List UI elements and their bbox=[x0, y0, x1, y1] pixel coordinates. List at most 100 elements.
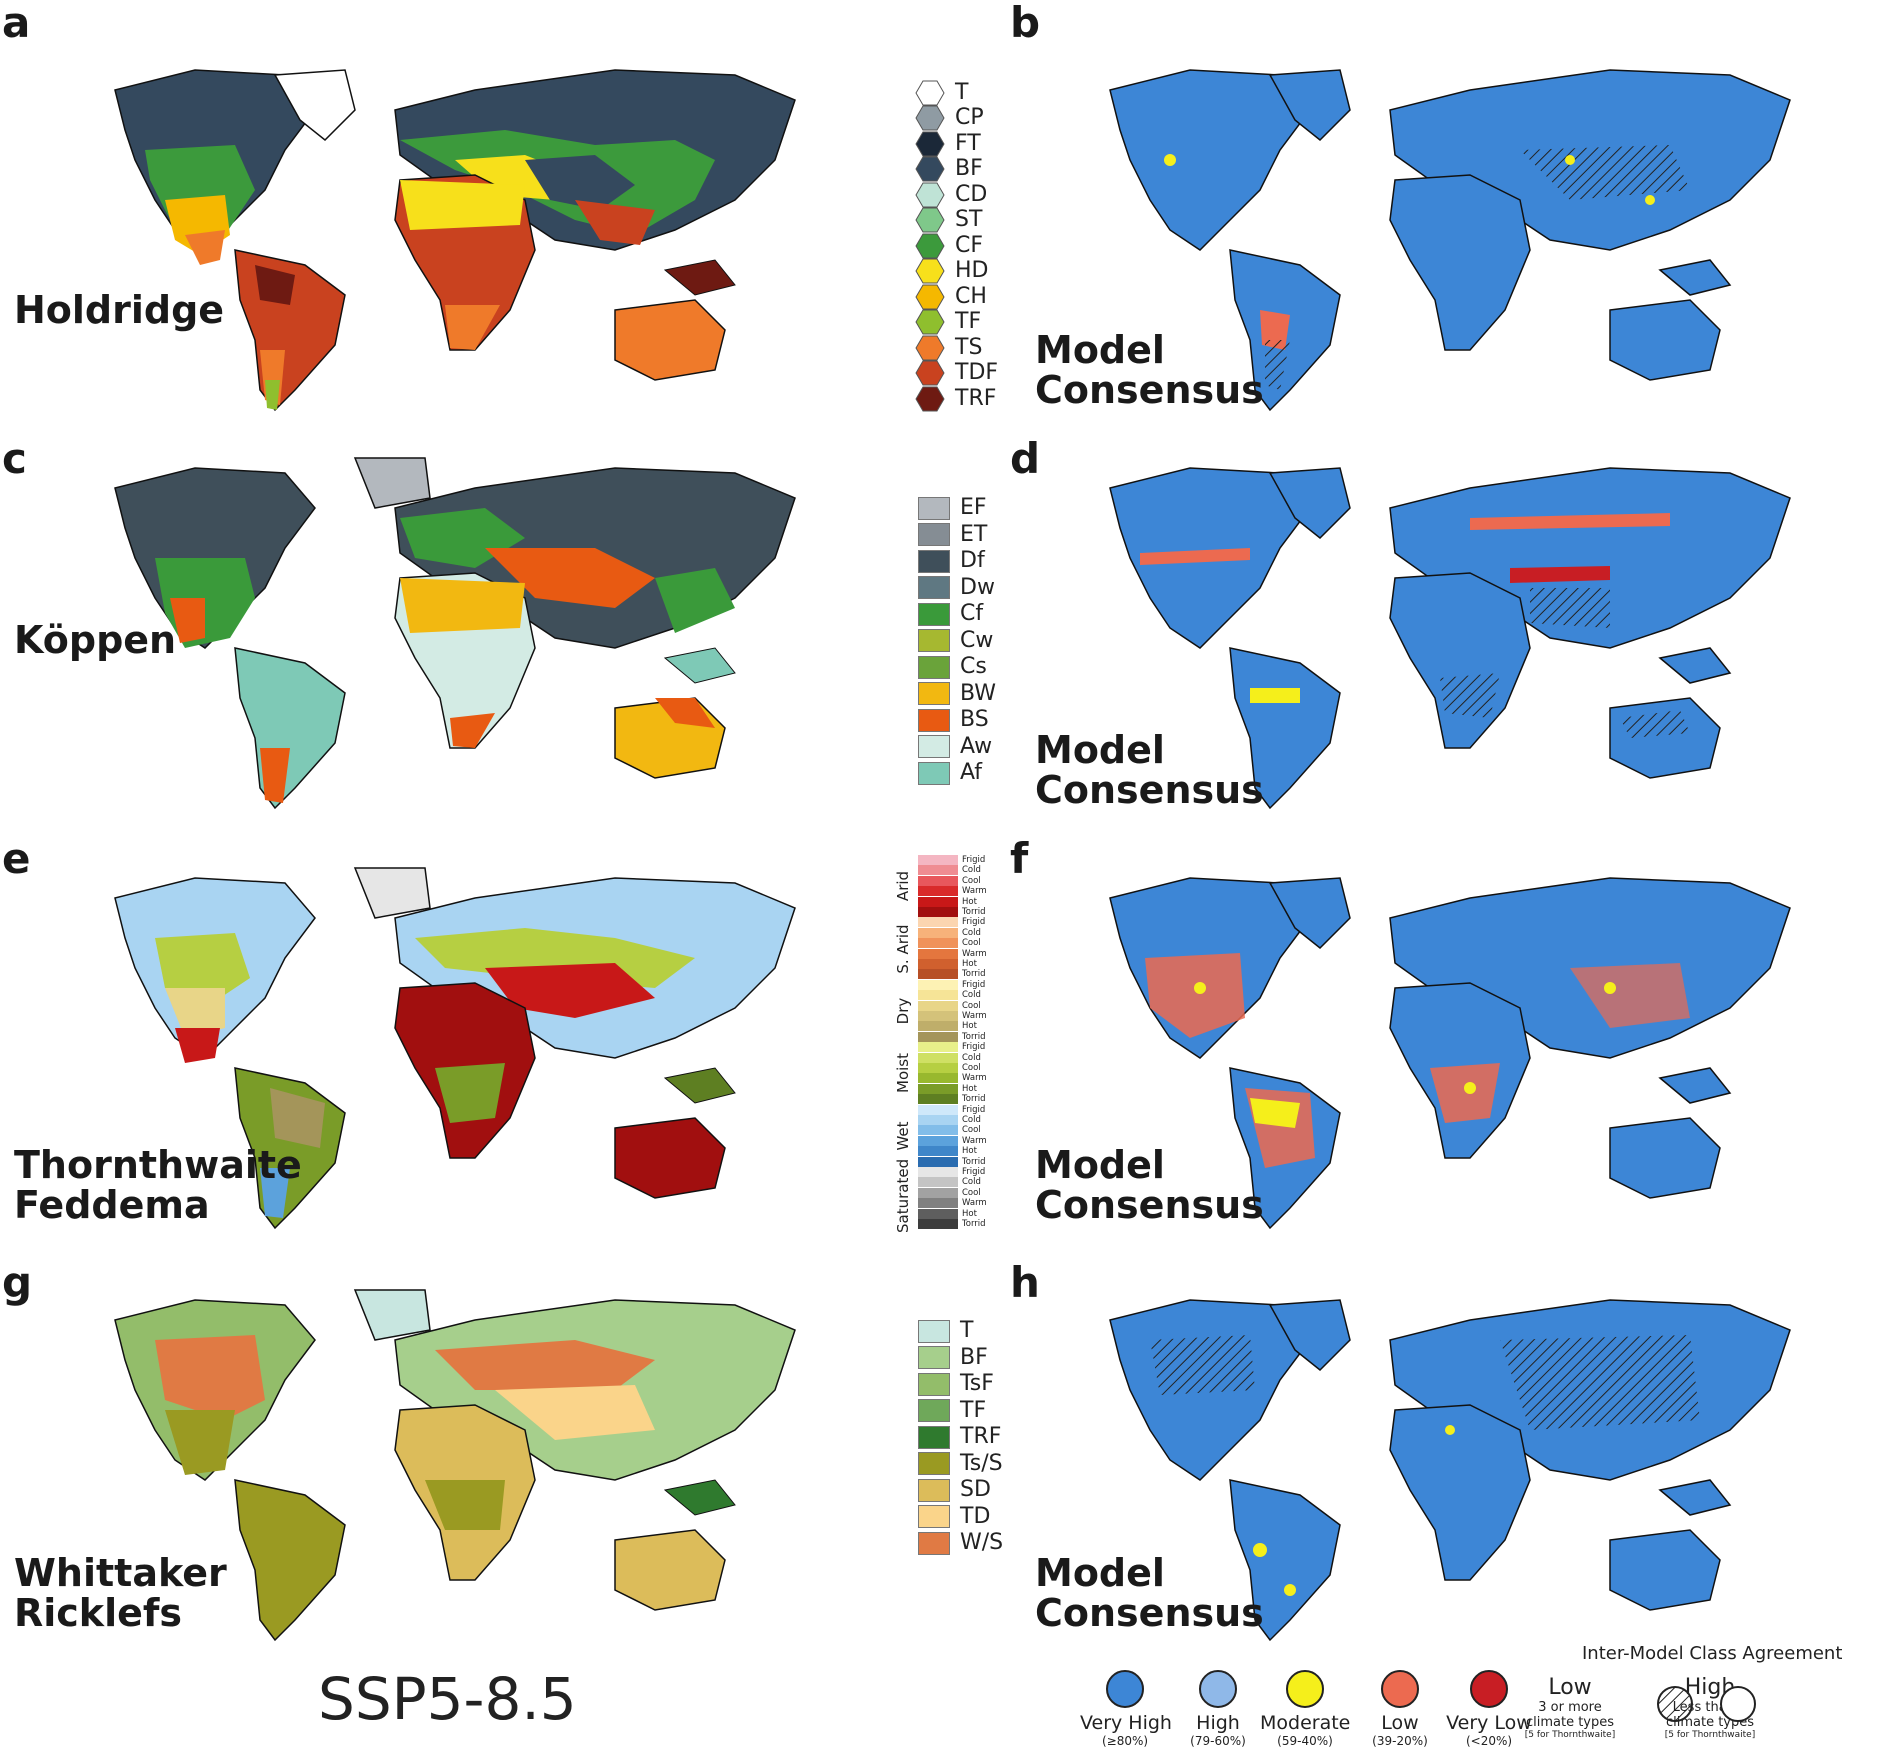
hexagon-swatch bbox=[915, 105, 945, 131]
legend-label: T bbox=[955, 79, 969, 105]
legend-label: ET bbox=[960, 521, 988, 547]
tf-subclass-label: Torrid bbox=[962, 1219, 986, 1229]
legend-swatch bbox=[918, 523, 950, 547]
map-koppen bbox=[114, 457, 796, 810]
panel-letter-h: h bbox=[1010, 1258, 1040, 1307]
legend-item-cs: Cs bbox=[918, 654, 996, 681]
legend-label: BS bbox=[960, 707, 989, 733]
tf-subclass-label: Cold bbox=[962, 927, 981, 938]
legend-label: Df bbox=[960, 548, 985, 574]
tf-swatch bbox=[918, 1115, 958, 1125]
hexagon-swatch bbox=[915, 182, 945, 208]
consensus-dot bbox=[1470, 1670, 1508, 1708]
legend-swatch bbox=[918, 1346, 950, 1370]
panel-title-f: Model Consensus bbox=[1035, 1143, 1264, 1227]
tf-swatch bbox=[918, 1031, 958, 1042]
map-consensus-d bbox=[1109, 467, 1791, 810]
tf-swatch bbox=[918, 1083, 958, 1094]
hexagon-swatch bbox=[915, 360, 945, 386]
legend-label: EF bbox=[960, 495, 987, 521]
consensus-range: (79-60%) bbox=[1190, 1734, 1246, 1748]
legend-label: CD bbox=[955, 181, 988, 207]
panel-letter-d: d bbox=[1010, 434, 1041, 483]
tf-swatch bbox=[918, 1021, 958, 1032]
tf-swatch bbox=[918, 865, 958, 876]
legend-swatch bbox=[918, 1452, 950, 1476]
tf-subclass-label: Cold bbox=[962, 1115, 981, 1125]
consensus-label: High bbox=[1196, 1712, 1240, 1734]
tf-subclass-label: Cool bbox=[962, 1187, 981, 1198]
tf-subclass-label: Warm bbox=[962, 948, 987, 959]
consensus-label: Low bbox=[1381, 1712, 1419, 1734]
consensus-label: Moderate bbox=[1260, 1712, 1351, 1734]
tf-subclass-label: Hot bbox=[962, 1208, 977, 1219]
tf-swatch bbox=[918, 990, 958, 1001]
panel-letter-b: b bbox=[1010, 0, 1041, 47]
tf-group-label: Dry bbox=[894, 997, 912, 1025]
agreement-legend-title: Inter-Model Class Agreement bbox=[1582, 1643, 1843, 1664]
legend-item-hd: HD bbox=[915, 258, 998, 285]
legend-item-cp: CP bbox=[915, 105, 998, 132]
agreement-note: [5 for Thornthwaite] bbox=[1664, 1730, 1756, 1740]
tf-subclass-label: Hot bbox=[962, 896, 977, 907]
legend-item-trf: TRF bbox=[918, 1424, 1003, 1451]
tf-group-label: Moist bbox=[894, 1053, 912, 1094]
tf-swatch bbox=[918, 875, 958, 886]
legend-item-bf: BF bbox=[918, 1345, 1003, 1372]
tf-subclass-label: Warm bbox=[962, 1073, 987, 1084]
legend-swatch bbox=[918, 655, 950, 679]
legend-item-cf: Cf bbox=[918, 601, 996, 628]
tf-swatch bbox=[918, 1177, 958, 1188]
legend-label: BF bbox=[955, 156, 983, 182]
legend-item-tf: TF bbox=[918, 1398, 1003, 1425]
tf-subclass-label: Hot bbox=[962, 1146, 977, 1157]
legend-label: TRF bbox=[955, 385, 997, 411]
legend-label: Af bbox=[960, 760, 983, 786]
legend-swatch bbox=[918, 1399, 950, 1423]
legend-item-bw: BW bbox=[918, 681, 996, 708]
hexagon-swatch bbox=[915, 80, 945, 106]
legend-label: SD bbox=[960, 1477, 991, 1503]
legend-label: CF bbox=[955, 232, 984, 258]
legend-label: Cf bbox=[960, 601, 984, 627]
legend-swatch bbox=[918, 496, 950, 520]
tf-swatch bbox=[918, 1187, 958, 1198]
legend-item-ch: CH bbox=[915, 284, 998, 310]
legend-item-ts: TS bbox=[915, 335, 998, 361]
legend-swatch bbox=[918, 576, 950, 600]
legend-label: TRF bbox=[960, 1424, 1002, 1450]
legend-item-bs: BS bbox=[918, 707, 996, 734]
legend-label: TF bbox=[955, 309, 982, 335]
legend-whittaker: T BF TsF TF TRF Ts/S SD TD W/S bbox=[918, 1318, 1003, 1557]
map-consensus-f bbox=[1109, 877, 1791, 1230]
panel-title-d: Model Consensus bbox=[1035, 728, 1264, 812]
legend-label: FT bbox=[955, 130, 981, 156]
tf-group-label: Saturated bbox=[894, 1159, 912, 1234]
tf-subclass-label: Cool bbox=[962, 1000, 981, 1011]
panel-title-g: Whittaker Ricklefs bbox=[14, 1551, 227, 1635]
tf-swatch bbox=[918, 1125, 958, 1136]
map-thornthwaite bbox=[114, 867, 796, 1230]
tf-subclass-label: Torrid bbox=[962, 1094, 986, 1105]
tf-swatch bbox=[918, 1073, 958, 1084]
consensus-range: (59-40%) bbox=[1277, 1734, 1333, 1748]
hexagon-swatch bbox=[915, 233, 945, 259]
consensus-range: (39-20%) bbox=[1372, 1734, 1428, 1748]
consensus-item-very-low: Very Low (<20%) bbox=[1444, 1670, 1534, 1748]
legend-item-trf: TRF bbox=[915, 386, 998, 412]
open-circle-icon bbox=[1720, 1686, 1756, 1722]
legend-swatch bbox=[918, 1478, 950, 1502]
tf-swatch bbox=[918, 1156, 958, 1167]
tf-swatch bbox=[918, 1094, 958, 1105]
tf-swatch bbox=[918, 969, 958, 980]
hexagon-swatch bbox=[915, 156, 945, 182]
tf-swatch bbox=[918, 1135, 958, 1146]
consensus-range: (<20%) bbox=[1465, 1734, 1513, 1748]
consensus-item-low: Low (39-20%) bbox=[1355, 1670, 1445, 1748]
legend-swatch bbox=[918, 708, 950, 732]
tf-subclass-label: Warm bbox=[962, 886, 987, 897]
tf-subclass-label: Warm bbox=[962, 1198, 987, 1209]
legend-item-aw: Aw bbox=[918, 734, 996, 761]
legend-swatch bbox=[918, 549, 950, 573]
tf-swatch bbox=[918, 896, 958, 907]
